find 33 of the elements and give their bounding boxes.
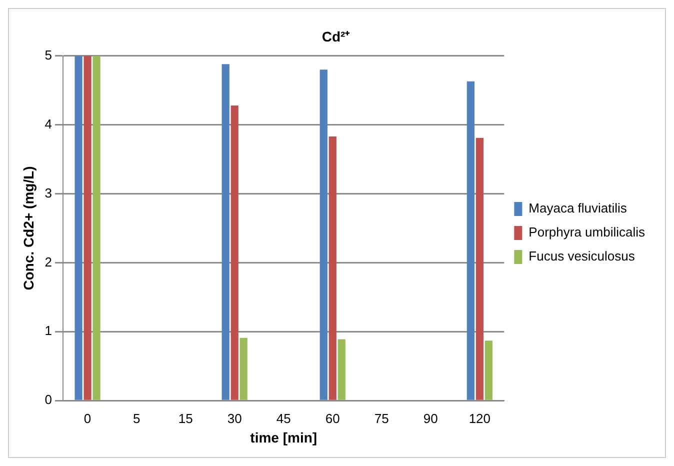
x-tick-label: 60 <box>325 410 340 426</box>
x-tick-label: 0 <box>84 410 92 426</box>
bar <box>338 339 346 400</box>
x-tick-label: 120 <box>468 410 491 426</box>
y-tick-label: 2 <box>44 254 52 270</box>
bar <box>320 70 328 400</box>
bar <box>328 136 336 400</box>
x-axis-title: time [min] <box>250 429 318 446</box>
bar <box>230 105 238 400</box>
x-tick-label: 75 <box>374 410 389 426</box>
x-tick-label: 30 <box>227 410 242 426</box>
bar <box>92 56 100 400</box>
bar <box>476 138 484 400</box>
bar <box>74 56 82 400</box>
bar <box>466 81 475 400</box>
y-tick-label: 5 <box>44 47 52 62</box>
x-tick-label: 15 <box>178 410 193 426</box>
y-tick-label: 4 <box>44 116 52 132</box>
y-tick-label: 3 <box>44 185 52 200</box>
bar <box>240 338 248 400</box>
bar <box>222 64 230 400</box>
legend-label: Porphyra umbilicalis <box>528 224 646 240</box>
legend-label: Fucus vesiculosus <box>528 248 636 264</box>
chart-title: Cd²⁺ <box>322 28 350 44</box>
y-axis-title: Conc. Cd2+ (mg/L) <box>20 166 36 290</box>
legend-label: Mayaca fluviatilis <box>528 200 628 216</box>
y-tick-label: 1 <box>44 323 52 338</box>
x-tick-label: 45 <box>276 410 291 426</box>
bar <box>484 340 492 400</box>
x-tick-label: 90 <box>423 410 438 426</box>
y-tick-label: 0 <box>44 392 52 408</box>
x-tick-label: 5 <box>132 410 140 426</box>
bar <box>84 56 92 400</box>
